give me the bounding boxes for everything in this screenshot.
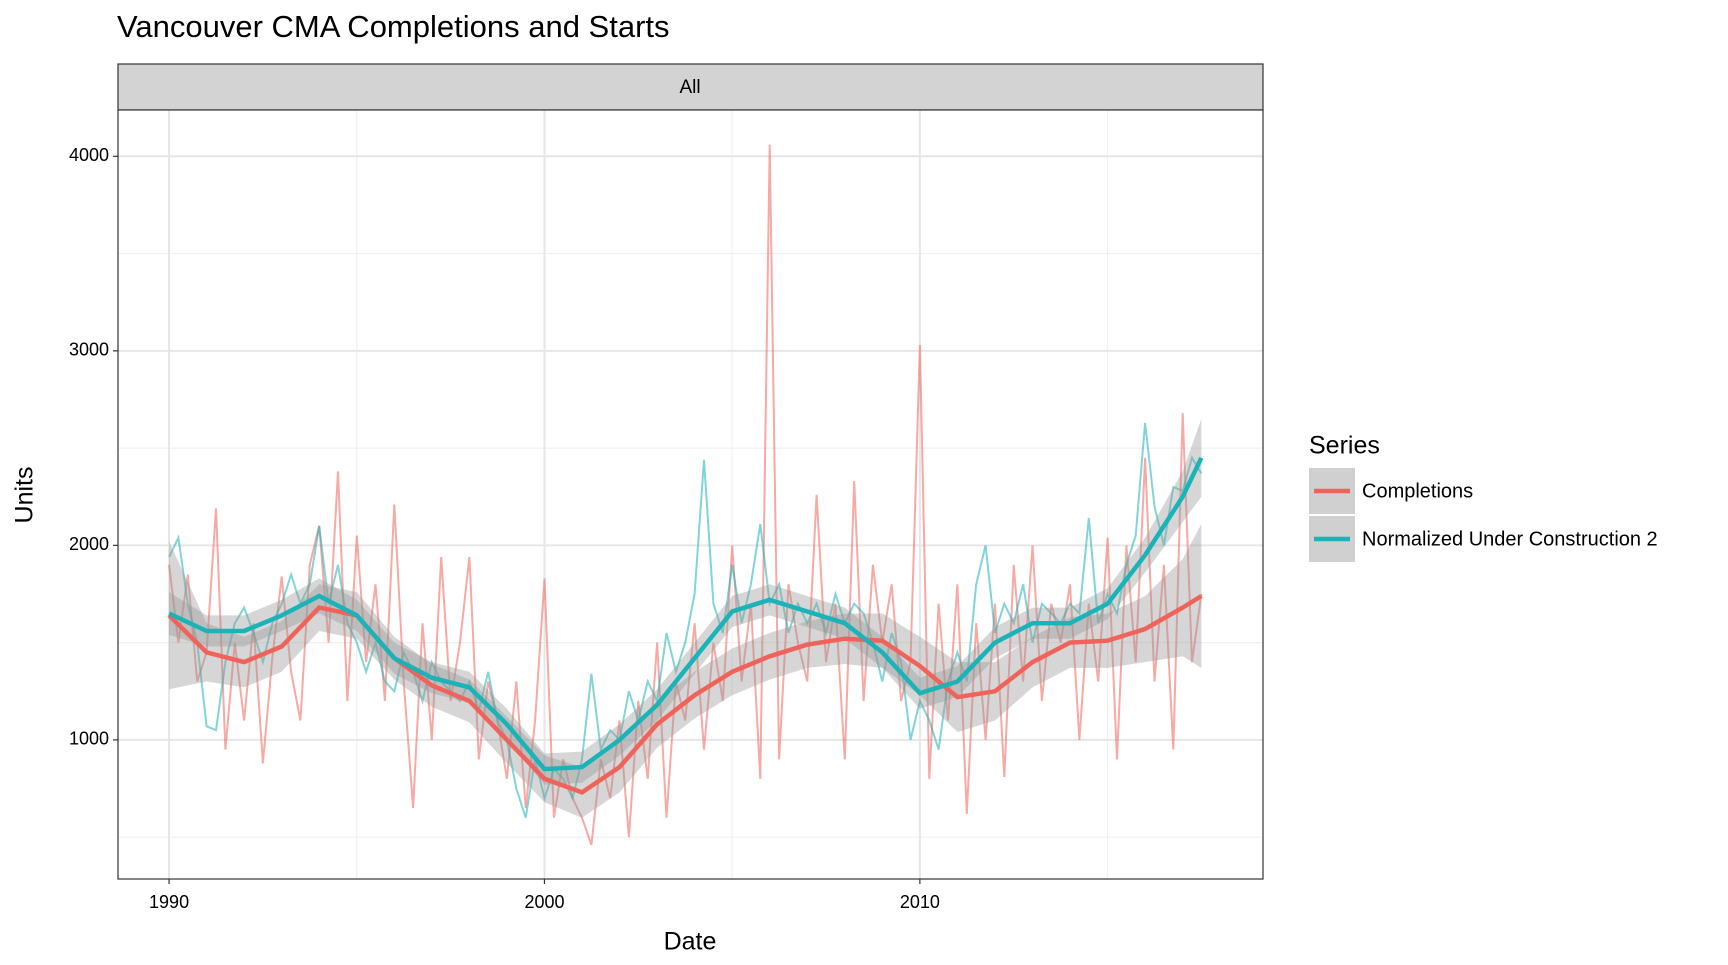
chart-title: Vancouver CMA Completions and Starts (117, 9, 670, 44)
x-tick-label: 2000 (524, 892, 564, 912)
smooth-line (167, 594, 1203, 795)
y-tick-label: 1000 (69, 729, 109, 749)
y-tick-label: 4000 (69, 145, 109, 165)
smooth-line (168, 456, 1204, 772)
facet-strip (117, 63, 1264, 111)
y-axis-title: Units (11, 467, 39, 524)
confidence-band (169, 418, 1202, 785)
facet-label: All (679, 77, 700, 98)
panel-border (117, 109, 1264, 880)
raw-line (168, 144, 1203, 846)
x-axis-title: Date (664, 928, 717, 956)
x-tick-label: 2010 (900, 892, 940, 912)
x-tick-label: 1990 (149, 892, 189, 912)
legend-label: Completions (1362, 480, 1473, 502)
legend-label: Normalized Under Construction 2 (1362, 528, 1658, 550)
y-tick-label: 3000 (69, 340, 109, 360)
legend-title: Series (1309, 432, 1380, 460)
confidence-band (169, 524, 1202, 818)
panel-background (118, 110, 1263, 879)
y-tick-label: 2000 (69, 534, 109, 554)
